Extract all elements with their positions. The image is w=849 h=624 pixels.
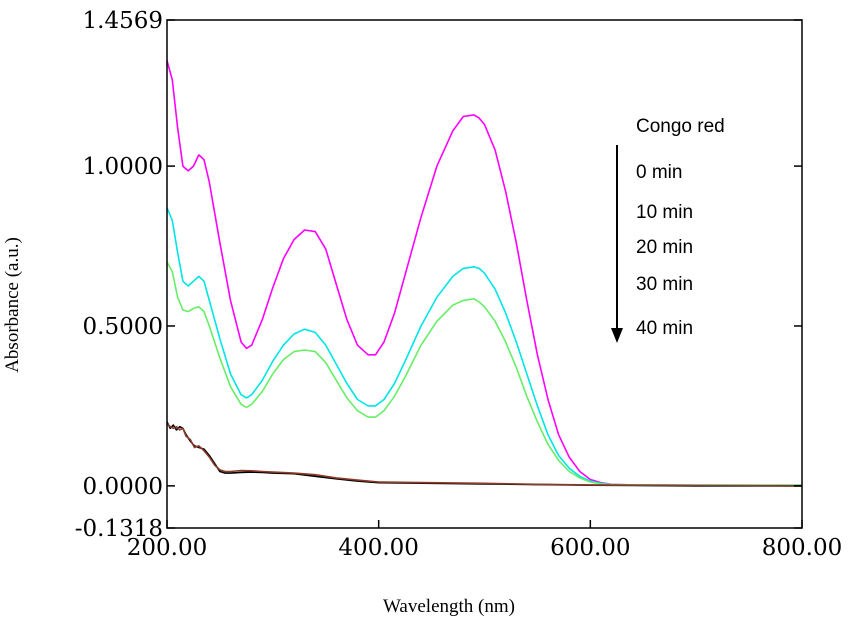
legend-title: Congo red [636,116,725,137]
legend: Congo red 0 min 10 min 20 min 30 min 40 … [611,116,725,343]
plot-area-frame [166,19,803,529]
series-line-2 [166,261,802,487]
x-tick-label: 800.00 [762,535,842,561]
x-tick-label: 600.00 [550,535,630,561]
x-axis-title: Wavelength (nm) [383,596,515,617]
legend-entry-10-min: 10 min [636,202,693,223]
series-line-3 [166,421,802,487]
series-layer [166,60,803,487]
series-line-0 [166,60,802,487]
y-tick-label: 0.0000 [83,474,163,500]
y-axis-title: Absorbance (a.u.) [2,237,23,373]
legend-entry-40-min: 40 min [636,318,693,339]
y-tick-label: 1.0000 [83,154,163,180]
legend-entry-30-min: 30 min [636,274,693,295]
y-tick-label: -0.1318 [75,516,163,542]
legend-entry-0-min: 0 min [636,162,682,183]
x-tick-label: 400.00 [338,535,418,561]
series-line-1 [166,207,802,487]
y-tick-label: 0.5000 [83,314,163,340]
series-line-4 [166,422,803,487]
legend-arrow-down-icon [611,328,623,343]
y-tick-label: 1.4569 [83,8,163,34]
legend-entry-20-min: 20 min [636,237,693,258]
x-tick-label: 200.00 [127,535,207,561]
